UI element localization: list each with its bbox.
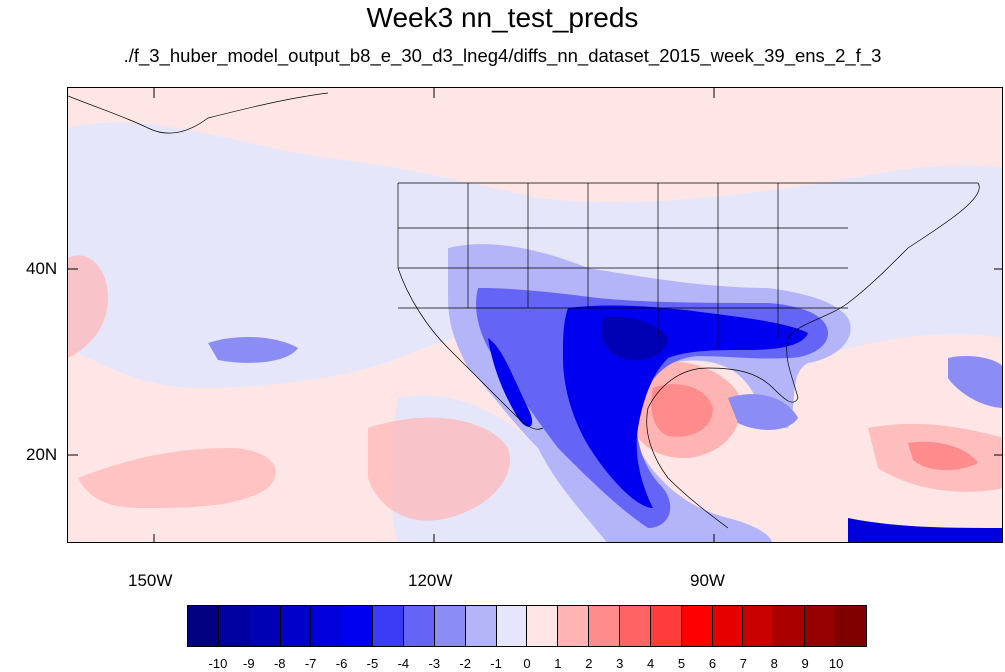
colorbar-label: 10 (828, 656, 844, 671)
colorbar-swatch (620, 606, 651, 646)
colorbar-swatch (712, 606, 744, 646)
colorbar-swatch (589, 606, 621, 646)
anomaly-map (68, 88, 1002, 542)
colorbar-swatch (743, 606, 775, 646)
colorbar-label: 0 (523, 656, 531, 671)
colorbar-swatch (342, 606, 374, 646)
red-patch-east (908, 441, 978, 471)
colorbar-swatch (774, 606, 806, 646)
colorbar-label: -1 (490, 656, 502, 671)
colorbar-swatch (681, 606, 713, 646)
pink-patch-west (68, 255, 108, 358)
colorbar-swatch (188, 606, 219, 646)
colorbar-label: 4 (647, 656, 655, 671)
colorbar-label: -4 (397, 656, 410, 671)
lon-label-120w: 120W (408, 571, 453, 590)
blue-patch-atlantic (948, 356, 1002, 408)
light-blue-region-west (68, 194, 368, 318)
figure-subtitle: ./f_3_huber_model_output_b8_e_30_d3_lneg… (123, 45, 882, 66)
colorbar-swatch (218, 606, 250, 646)
lat-label-20n: 20N (26, 445, 58, 464)
colorbar-swatch (280, 606, 312, 646)
colorbar-swatch (373, 606, 405, 646)
colorbar-label: 1 (554, 656, 562, 671)
blue-baja-band (488, 338, 533, 427)
colorbar-swatch (434, 606, 466, 646)
colorbar-label: 5 (677, 656, 686, 671)
map-panel (67, 87, 1003, 543)
figure-title: Week3 nn_test_preds (366, 2, 639, 33)
colorbar-swatch (650, 606, 682, 646)
colorbar-label: -8 (273, 656, 286, 671)
colorbar-label: 2 (585, 656, 593, 671)
blue-patch-caribbean (728, 394, 798, 430)
colorbar-label: 9 (801, 656, 809, 671)
colorbar-label: -6 (335, 656, 348, 671)
colorbar (187, 605, 867, 647)
colorbar-label: 8 (770, 656, 778, 671)
colorbar-label: -7 (304, 656, 317, 671)
colorbar-label: -2 (459, 656, 471, 671)
coastlines (68, 92, 980, 529)
colorbar-swatch (836, 606, 866, 646)
colorbar-label: 3 (616, 656, 624, 671)
blue-patch-pacific (208, 336, 298, 363)
colorbar-labels: -10 -9 -8 -7 -6 -5 -4 -3 -2 -1 0 1 2 3 4 5 6 7 8 9 10 (187, 656, 867, 672)
colorbar-swatch (496, 606, 528, 646)
colorbar-swatch (404, 606, 435, 646)
lat-label-40n: 40N (26, 259, 58, 278)
colorbar-swatch (558, 606, 590, 646)
colorbar-label: 6 (708, 656, 717, 671)
tick-marks (68, 88, 1002, 542)
colorbar-label: -9 (243, 656, 255, 671)
blue-patch-southeast (848, 518, 1002, 542)
lon-label-90w: 90W (690, 571, 725, 590)
pink-patch-southwest (78, 448, 276, 508)
colorbar-swatches (187, 605, 867, 647)
colorbar-label: -5 (366, 656, 379, 671)
pink-patch-south (368, 417, 510, 521)
lon-label-150w: 150W (128, 571, 173, 590)
colorbar-label: 7 (739, 656, 747, 671)
colorbar-swatch (527, 606, 559, 646)
colorbar-swatch (805, 606, 837, 646)
colorbar-swatch (311, 606, 343, 646)
colorbar-swatch (465, 606, 497, 646)
colorbar-swatch (249, 606, 281, 646)
blue-region-core (600, 316, 668, 361)
colorbar-label: -3 (428, 656, 441, 671)
red-patch-gulf (651, 384, 713, 437)
colorbar-label: -10 (208, 656, 228, 671)
